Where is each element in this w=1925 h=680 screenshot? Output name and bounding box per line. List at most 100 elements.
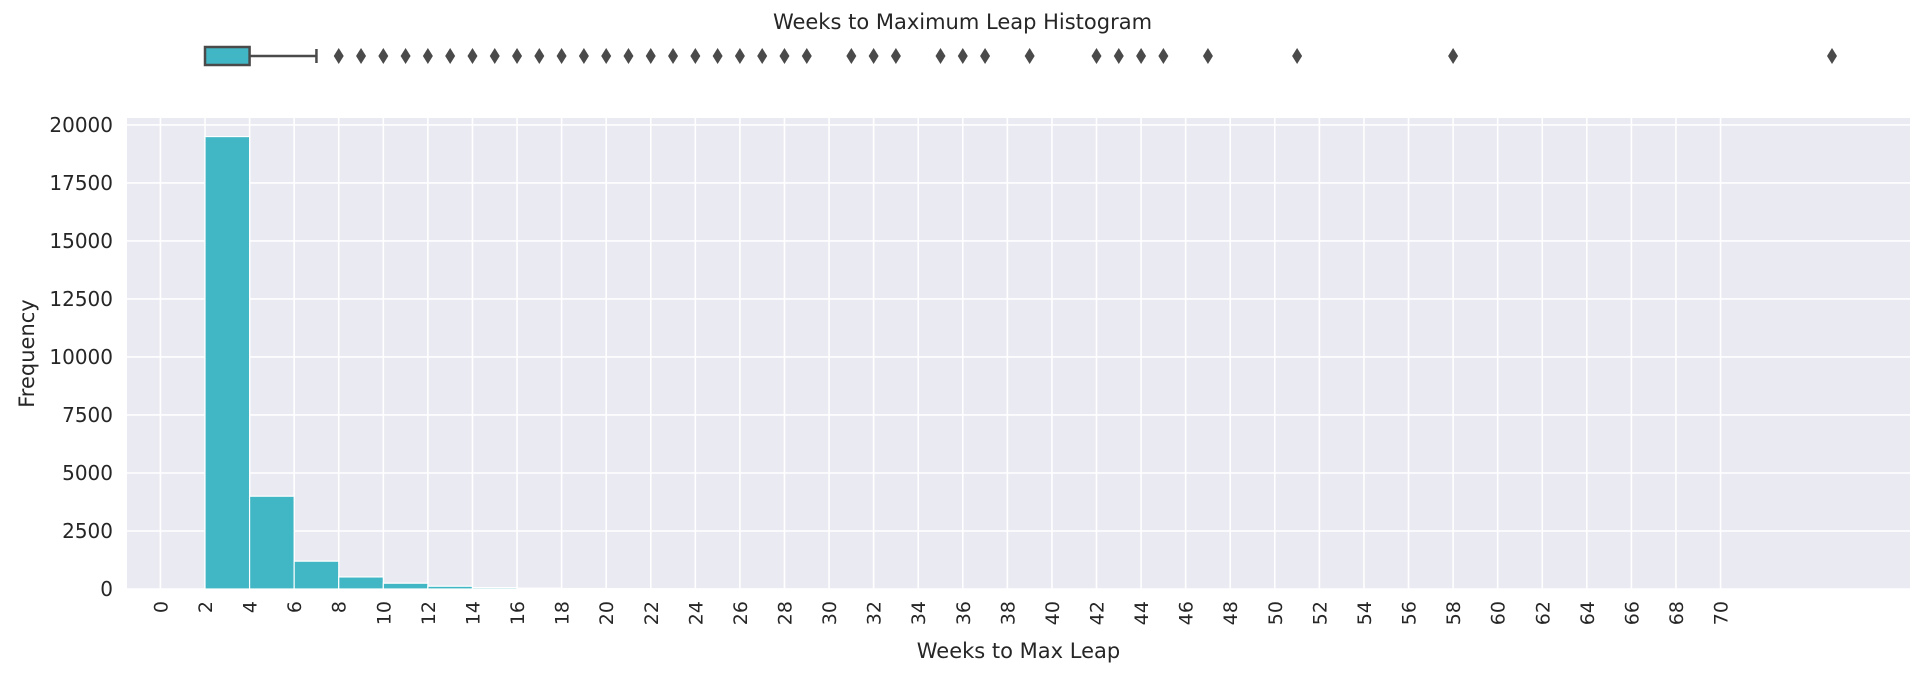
outlier-marker [356,48,366,64]
histogram-bar [294,561,339,589]
histogram-bar [517,588,562,589]
boxplot-box [205,47,250,65]
y-tick-label: 20000 [49,113,113,137]
outlier-marker [958,48,968,64]
outlier-marker [623,48,633,64]
outlier-marker [1158,48,1168,64]
outlier-marker [668,48,678,64]
outlier-marker [445,48,455,64]
outlier-marker [802,48,812,64]
x-axis-label: Weeks to Max Leap [917,639,1120,663]
y-tick-label: 10000 [49,345,113,369]
x-tick-label: 6 [284,601,306,613]
plot-area [127,118,1910,589]
y-tick-label: 12500 [49,287,113,311]
histogram-bar [250,496,295,589]
x-tick-label: 38 [997,601,1019,625]
outlier-marker [1203,48,1213,64]
outlier-marker [1136,48,1146,64]
x-tick-label: 56 [1399,601,1421,625]
outlier-marker [490,48,500,64]
x-tick-label: 24 [685,601,707,625]
outlier-marker [646,48,656,64]
x-tick-label: 36 [953,601,975,625]
x-tick-label: 62 [1532,601,1554,625]
x-tick-label: 12 [418,601,440,625]
y-tick-label: 7500 [62,403,113,427]
outlier-marker [378,48,388,64]
outlier-marker [1827,48,1837,64]
x-tick-label: 4 [240,601,262,613]
histogram-bar [428,586,473,589]
x-tick-label: 40 [1042,601,1064,625]
outlier-marker [1092,48,1102,64]
boxplot-strip [205,47,1837,65]
y-axis-label: Frequency [15,299,39,408]
x-tick-label: 20 [596,601,618,625]
outlier-marker [423,48,433,64]
x-tick-label: 60 [1488,601,1510,625]
x-tick-label: 32 [864,601,886,625]
y-tick-label: 17500 [49,171,113,195]
outlier-marker [1448,48,1458,64]
outlier-marker [601,48,611,64]
y-axis-ticks: 0 2500 5000 7500 10000 12500 15000 17500 20000 [49,113,113,601]
x-tick-label: 64 [1577,601,1599,625]
x-tick-label: 54 [1354,601,1376,625]
histogram-bar [205,137,250,589]
x-tick-label: 46 [1176,601,1198,625]
outlier-marker [757,48,767,64]
y-tick-label: 2500 [62,519,113,543]
x-tick-label: 34 [908,601,930,625]
x-tick-label: 48 [1220,601,1242,625]
x-tick-label: 70 [1711,601,1733,625]
x-tick-label: 50 [1265,601,1287,625]
outlier-marker [713,48,723,64]
x-tick-label: 0 [150,601,172,613]
x-tick-label: 18 [552,601,574,625]
x-tick-label: 30 [819,601,841,625]
histogram-bar [472,588,517,589]
outlier-marker [401,48,411,64]
outlier-marker [935,48,945,64]
outlier-marker [557,48,567,64]
outlier-marker [980,48,990,64]
y-tick-label: 0 [100,577,113,601]
x-tick-label: 42 [1087,601,1109,625]
outlier-marker [1114,48,1124,64]
x-tick-label: 2 [195,601,217,613]
outlier-marker [1292,48,1302,64]
outlier-marker [1025,48,1035,64]
outlier-marker [534,48,544,64]
outlier-marker [512,48,522,64]
x-tick-label: 58 [1443,601,1465,625]
x-tick-label: 10 [373,601,395,625]
outlier-marker [334,48,344,64]
histogram-bar [383,583,428,589]
x-tick-label: 44 [1131,601,1153,625]
y-tick-label: 15000 [49,229,113,253]
x-tick-label: 16 [507,601,529,625]
y-tick-label: 5000 [62,461,113,485]
x-tick-label: 52 [1309,601,1331,625]
outlier-marker [690,48,700,64]
outlier-marker [735,48,745,64]
outlier-marker [467,48,477,64]
histogram-bar [339,577,384,589]
x-tick-label: 28 [774,601,796,625]
x-tick-label: 14 [462,601,484,625]
outlier-marker [579,48,589,64]
x-tick-label: 8 [329,601,351,613]
chart-title: Weeks to Maximum Leap Histogram [0,10,1925,34]
x-tick-label: 22 [641,601,663,625]
outlier-marker [891,48,901,64]
x-tick-label: 26 [730,601,752,625]
outlier-marker [779,48,789,64]
x-tick-label: 68 [1666,601,1688,625]
outlier-marker [869,48,879,64]
outlier-marker [846,48,856,64]
x-tick-label: 66 [1621,601,1643,625]
